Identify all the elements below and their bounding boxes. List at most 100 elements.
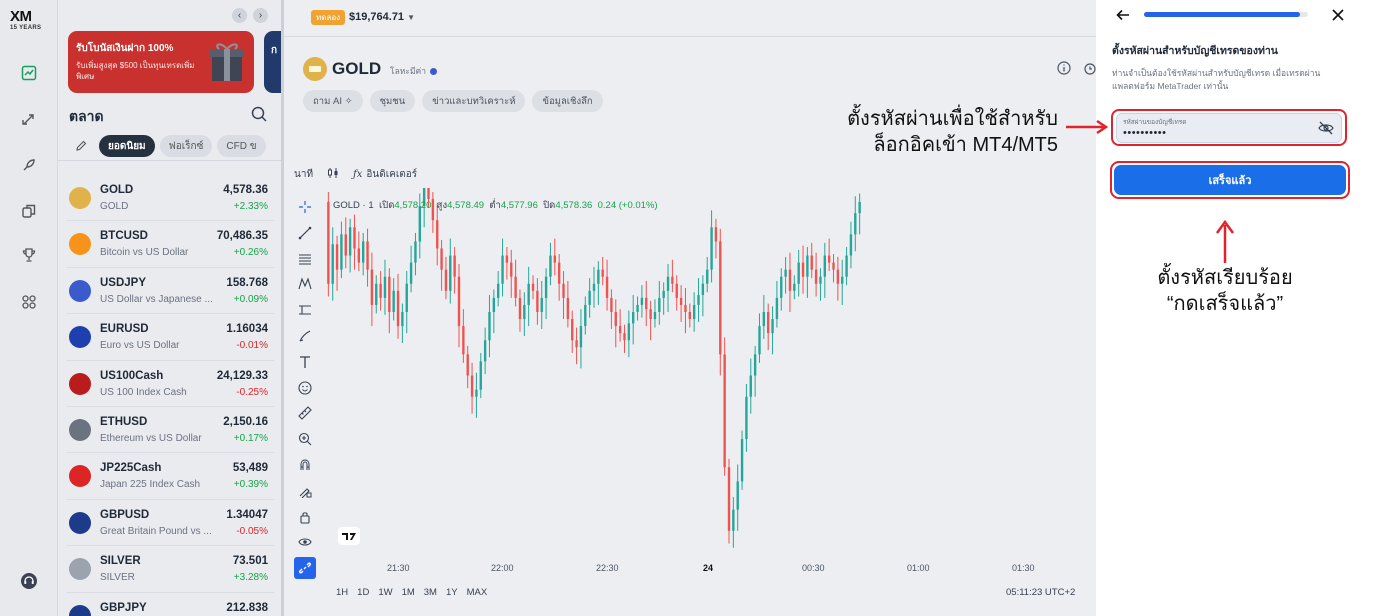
measure-range-icon[interactable] [294, 299, 316, 321]
gold-bar-icon [69, 187, 91, 209]
candle-body [797, 262, 800, 284]
candle-body [436, 220, 439, 249]
ruler-icon[interactable] [294, 402, 316, 424]
candle-body [666, 276, 670, 291]
chart-icon[interactable] [19, 63, 39, 83]
range-1y[interactable]: 1Y [445, 587, 458, 598]
instrument-row[interactable]: ETHUSD Ethereum vs US Dollar 2,150.16 +0.17… [58, 407, 282, 454]
tab-popular[interactable]: ยอดนิยม [99, 135, 155, 157]
lock-icon[interactable] [294, 506, 316, 528]
candle-type-icon[interactable] [327, 167, 339, 182]
candle-body [523, 304, 526, 320]
candle-body [662, 290, 665, 298]
candle-body [544, 276, 548, 298]
range-1h[interactable]: 1H [336, 587, 349, 598]
instrument-row[interactable]: BTCUSD Bitcoin vs US Dollar 70,486.35 +0.26… [58, 221, 282, 269]
account-balance-dropdown[interactable]: $19,764.71 ▼ [349, 11, 415, 23]
emoji-icon[interactable] [294, 377, 316, 399]
tab-news-analysis[interactable]: ข่าวและบทวิเคราะห์ [422, 90, 526, 112]
indicators-button[interactable]: ƒx อินดิเคเตอร์ [353, 167, 417, 182]
instrument-row[interactable]: US100Cash US 100 Index Cash 24,129.33 -0.25… [58, 361, 282, 408]
pattern-icon[interactable] [294, 273, 316, 295]
swap-arrows-icon[interactable] [19, 109, 39, 129]
promo-card[interactable]: รับโบนัสเงินฝาก 100% รับเพิ่มสูงสุด $500… [68, 31, 254, 93]
tab-community[interactable]: ชุมชน [369, 90, 416, 112]
instrument-row[interactable]: EURUSD Euro vs US Dollar 1.16034 -0.01% [58, 314, 282, 361]
brush-icon[interactable] [294, 325, 316, 347]
candle-body [675, 283, 678, 298]
copy-icon[interactable] [19, 201, 39, 221]
eye-off-icon[interactable] [1318, 121, 1334, 140]
instrument-row[interactable]: SILVER SILVER 73.501 +3.28% [58, 546, 282, 593]
crosshair-icon[interactable] [294, 196, 316, 218]
edit-pencil-icon[interactable] [68, 135, 94, 157]
candle-body [601, 269, 604, 277]
range-max[interactable]: MAX [466, 587, 488, 598]
fib-lines-icon[interactable] [294, 248, 316, 270]
candle-body [409, 262, 413, 284]
trendline-icon[interactable] [294, 222, 316, 244]
candle-body [344, 234, 347, 256]
candle-body [510, 262, 513, 277]
tab-cfd[interactable]: CFD ข [217, 135, 266, 157]
candle-body [745, 396, 748, 440]
back-arrow-icon[interactable] [1115, 7, 1131, 28]
close-icon[interactable] [1330, 7, 1346, 28]
done-button[interactable]: เสร็จแล้ว [1114, 165, 1346, 195]
instrument-row[interactable]: GOLD GOLD 4,578.36 +2.33% [58, 175, 282, 222]
chart-area: ทดลอง $19,764.71 ▼ GOLD โลหะมีค่า ถาม AI… [284, 0, 1096, 616]
magnet-icon[interactable] [294, 454, 316, 476]
instrument-change: +0.17% [233, 432, 268, 444]
lock-drawings-icon[interactable] [294, 480, 316, 502]
zoom-in-icon[interactable] [294, 428, 316, 450]
password-value[interactable]: •••••••••• [1123, 127, 1167, 139]
tradingview-logo-icon[interactable] [338, 527, 360, 545]
candle-body [440, 248, 443, 270]
range-1d[interactable]: 1D [357, 587, 370, 598]
range-1m[interactable]: 1M [401, 587, 415, 598]
trophy-icon[interactable] [19, 245, 39, 265]
chevron-right-icon[interactable]: › [253, 8, 268, 23]
instrument-symbol: GBPUSD [100, 508, 150, 521]
candle-body [557, 262, 561, 284]
xm-logo[interactable]: XM 15 YEARS [10, 8, 50, 36]
instrument-symbol: GOLD [100, 184, 134, 196]
close-value: 4,578.36 [555, 200, 593, 211]
high-label: สูง [436, 200, 448, 211]
candle-body [392, 290, 395, 312]
candle-body [640, 297, 644, 305]
candle-body [483, 340, 487, 362]
password-field[interactable]: รหัสผ่านของบัญชีเทรด •••••••••• [1116, 113, 1342, 143]
alarm-icon[interactable] [1083, 61, 1096, 80]
search-icon[interactable] [251, 106, 267, 127]
instrument-row[interactable]: GBPJPY 212.838 [58, 593, 282, 616]
chevron-left-icon[interactable]: ‹ [232, 8, 247, 23]
panel-scrollbar[interactable] [281, 0, 284, 616]
tab-insights[interactable]: ข้อมูลเชิงลึก [532, 90, 603, 112]
interval-selector[interactable]: นาที [294, 169, 314, 180]
instrument-row[interactable]: JP225Cash Japan 225 Index Cash 53,489 +0.39… [58, 453, 282, 501]
instrument-row[interactable]: GBPUSD Great Britain Pound vs ... 1.34047 -… [58, 500, 282, 547]
eye-icon[interactable] [294, 531, 316, 553]
rocket-icon[interactable] [19, 155, 39, 175]
apps-grid-icon[interactable] [19, 292, 39, 312]
candlestick-chart[interactable] [324, 188, 864, 556]
tab-ask-ai[interactable]: ถาม AI ✧ [303, 90, 363, 112]
annotation-arrow-up-icon [1215, 219, 1235, 263]
tab-forex[interactable]: ฟอเร็กซ์ [159, 135, 213, 157]
instrument-description: Great Britain Pound vs ... [100, 525, 212, 537]
info-icon[interactable] [1057, 61, 1071, 80]
instrument-row[interactable]: USDJPY US Dollar vs Japanese ... 158.768 +0… [58, 268, 282, 315]
left-rail: XM 15 YEARS [0, 0, 58, 616]
support-headset-icon[interactable] [19, 571, 39, 591]
candle-body [383, 276, 387, 298]
candle-body [553, 255, 557, 263]
link-icon[interactable] [294, 557, 316, 580]
candle-body [727, 467, 731, 531]
range-1w[interactable]: 1W [378, 587, 393, 598]
instrument-symbol: BTCUSD [100, 230, 148, 243]
text-tool-icon[interactable] [294, 351, 316, 373]
range-3m[interactable]: 3M [423, 587, 437, 598]
high-value: 4,578.49 [447, 200, 485, 211]
candle-body [518, 297, 522, 320]
